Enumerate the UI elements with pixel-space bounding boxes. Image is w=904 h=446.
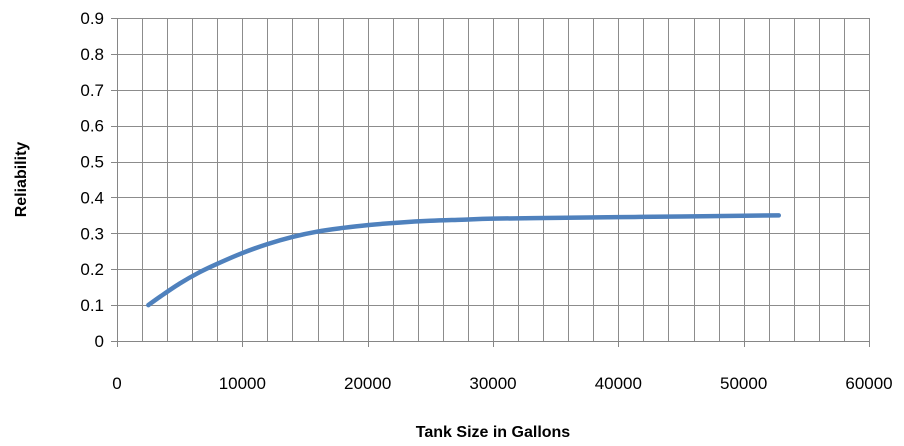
y-tick-label: 0.3 [80,224,104,243]
y-axis-title: Reliability [13,142,30,218]
y-tick-label: 0 [95,332,104,351]
x-tick-label: 0 [112,374,121,393]
series-line [146,213,782,308]
x-tick-label: 50000 [720,374,767,393]
y-tick-label: 0.8 [80,45,104,64]
y-tick-label: 0.9 [80,9,104,28]
tick-labels: 0 10000 20000 30000 40000 50000 60000 0 0.1 0.2 0.… [80,9,892,393]
y-tick-label: 0.2 [80,260,104,279]
x-axis-title: Tank Size in Gallons [416,424,571,441]
y-tick-label: 0.1 [80,296,104,315]
x-tick-label: 20000 [344,374,391,393]
gridlines [117,18,870,342]
series-lines [146,213,782,308]
axes [111,18,870,347]
x-tick-label: 40000 [595,374,642,393]
x-tick-label: 30000 [469,374,516,393]
x-tick-label: 10000 [219,374,266,393]
x-tick-label: 60000 [845,374,892,393]
y-tick-label: 0.5 [80,153,104,172]
y-tick-label: 0.7 [80,81,104,100]
y-tick-label: 0.6 [80,117,104,136]
y-tick-label: 0.4 [80,188,104,207]
